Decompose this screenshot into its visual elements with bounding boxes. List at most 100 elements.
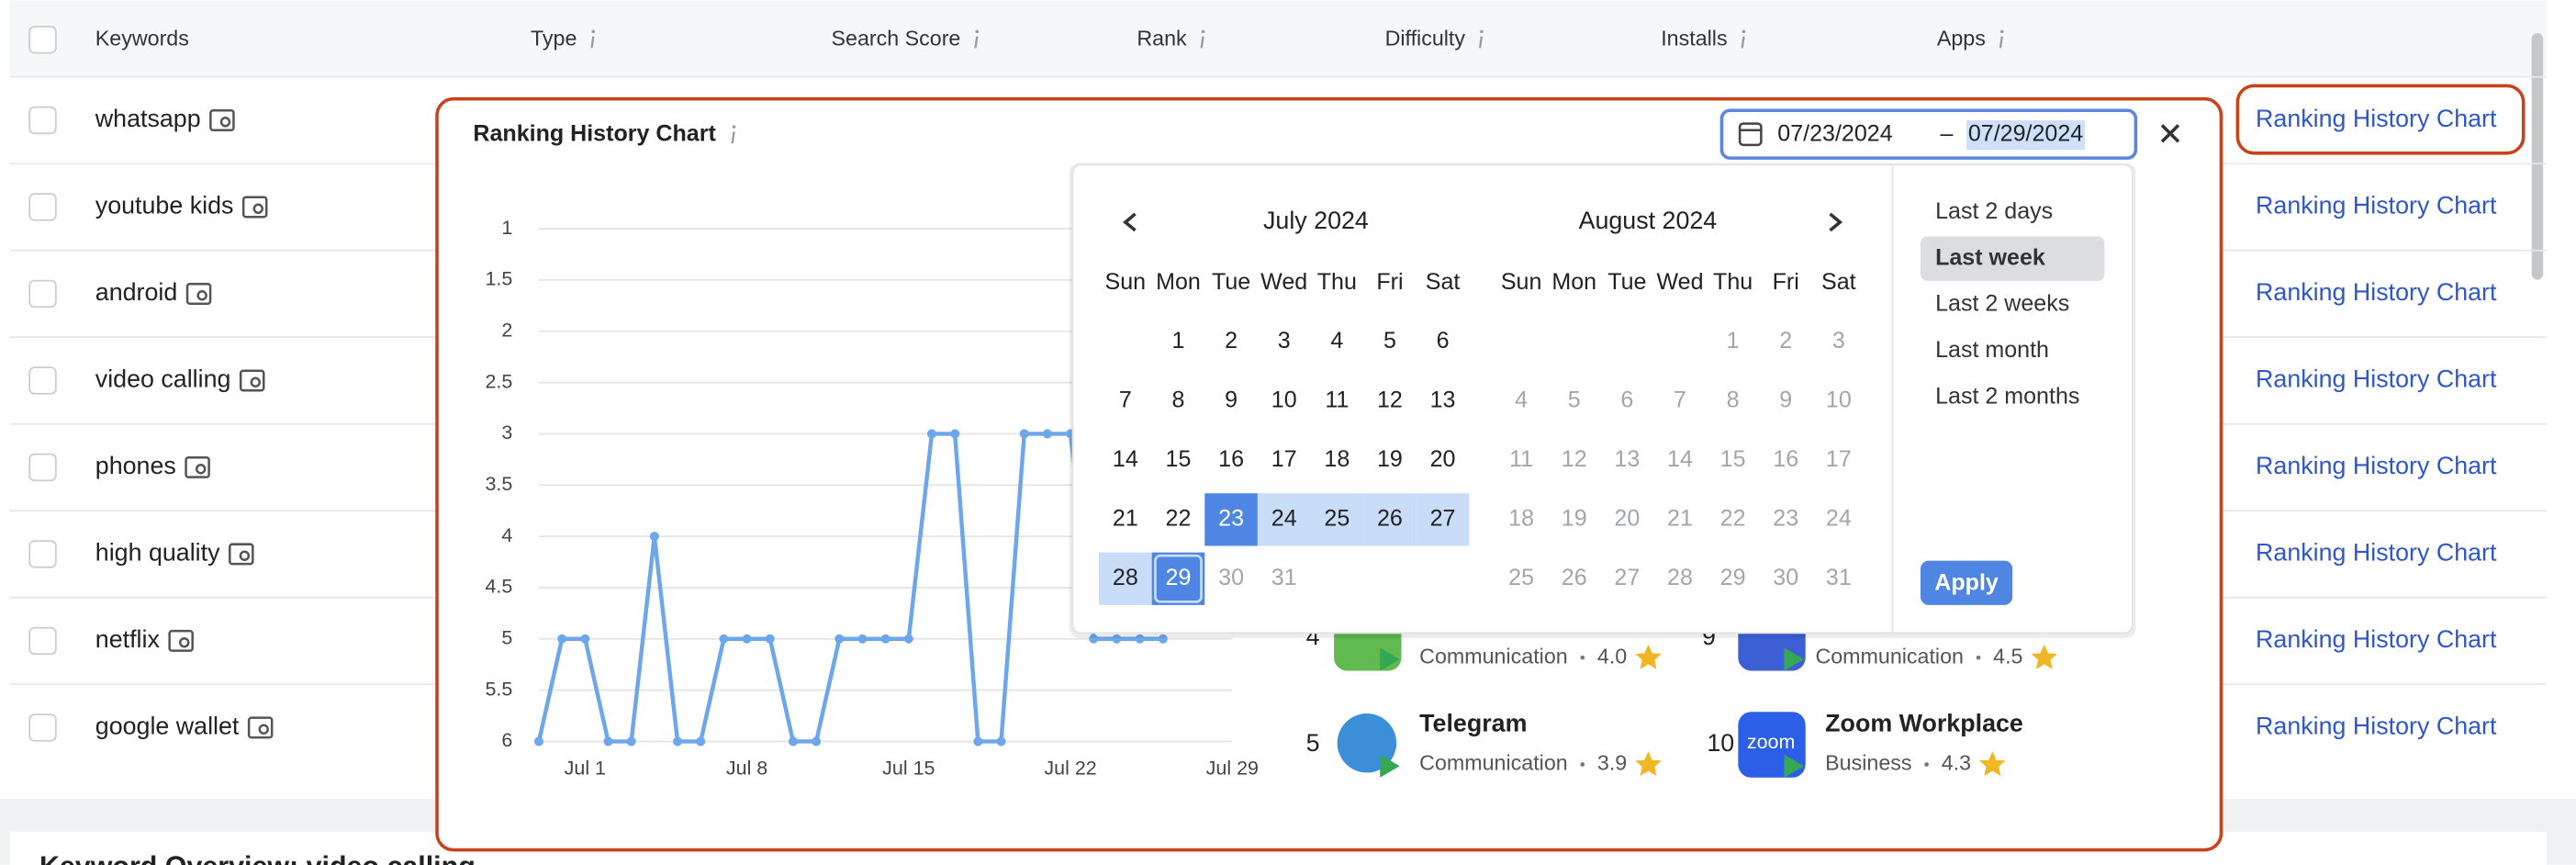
calendar-day[interactable]: 15 <box>1720 446 1746 472</box>
calendar-day[interactable]: 2 <box>1779 328 1792 354</box>
next-month[interactable] <box>1829 212 1843 232</box>
calendar-day[interactable]: 5 <box>1568 388 1581 413</box>
active-preset-bg <box>1920 236 2105 281</box>
calendar-day[interactable]: 10 <box>1271 388 1297 413</box>
calendar-day[interactable]: 3 <box>1278 328 1291 354</box>
prev-month[interactable] <box>1123 212 1137 232</box>
calendar-day[interactable]: 25 <box>1324 505 1350 531</box>
calendar-day[interactable]: 11 <box>1325 388 1349 413</box>
range-bg <box>1204 493 1258 546</box>
calendar-day[interactable]: 4 <box>1515 388 1528 413</box>
calendar-day[interactable]: 10 <box>1826 388 1852 413</box>
calendar-day[interactable]: 11 <box>1509 446 1533 472</box>
calendar-day[interactable]: 29 <box>1720 565 1746 590</box>
calendar-day[interactable]: 17 <box>1271 446 1297 472</box>
calendar-day[interactable]: 21 <box>1667 505 1693 531</box>
calendar-day[interactable]: 31 <box>1826 565 1852 590</box>
app-rating: 4.0 <box>1597 644 1627 668</box>
calendar-day[interactable]: 27 <box>1614 565 1640 590</box>
calendar-day[interactable]: 29 <box>1166 565 1192 590</box>
ranking-history-link[interactable]: Ranking History Chart <box>2256 712 2497 739</box>
calendar-day[interactable]: 2 <box>1225 328 1238 354</box>
calendar-day[interactable]: 9 <box>1225 388 1238 413</box>
ranking-history-link[interactable]: Ranking History Chart <box>2256 192 2497 219</box>
calendar-day[interactable]: 14 <box>1667 446 1693 472</box>
calendar-day[interactable]: 23 <box>1773 505 1798 531</box>
calendar-day[interactable]: 22 <box>1720 505 1746 531</box>
info-dot <box>1742 29 1746 34</box>
calendar-day[interactable]: 23 <box>1218 505 1244 531</box>
calendar-day[interactable]: 4 <box>1330 328 1343 354</box>
checkbox[interactable] <box>28 193 57 221</box>
calendar-day[interactable]: 20 <box>1430 446 1456 472</box>
calendar-day[interactable]: 16 <box>1218 446 1244 472</box>
info-stem <box>1999 36 2003 49</box>
calendar-day[interactable]: 30 <box>1773 565 1798 590</box>
calendar-day[interactable]: 12 <box>1562 446 1587 472</box>
preset[interactable]: Last 2 weeks <box>1935 291 2069 317</box>
calendar-day[interactable]: 6 <box>1437 328 1450 354</box>
ranking-history-link[interactable]: Ranking History Chart <box>2256 105 2497 132</box>
calendar-day[interactable]: 7 <box>1119 388 1132 413</box>
calendar-day[interactable]: 18 <box>1324 446 1350 472</box>
date-end: 07/29/2024 <box>1968 121 2083 147</box>
checkbox[interactable] <box>28 26 57 54</box>
apply-button[interactable] <box>1920 560 2013 605</box>
checkbox[interactable] <box>28 279 57 309</box>
calendar-day[interactable]: 14 <box>1113 446 1138 472</box>
preset[interactable]: Last 2 months <box>1935 384 2079 410</box>
calendar-day[interactable]: 19 <box>1562 505 1587 531</box>
close-button[interactable] <box>2160 124 2180 143</box>
y-tick-label: 1 <box>501 217 512 239</box>
calendar-day[interactable]: 28 <box>1113 565 1138 590</box>
ranking-history-link[interactable]: Ranking History Chart <box>2256 452 2497 479</box>
calendar-day[interactable]: 1 <box>1171 328 1184 354</box>
calendar-day[interactable]: 8 <box>1727 388 1740 413</box>
preset[interactable]: Last 2 days <box>1935 198 2053 224</box>
calendar-day[interactable]: 18 <box>1508 505 1534 531</box>
checkbox[interactable] <box>28 713 57 742</box>
calendar-day[interactable]: 26 <box>1377 505 1403 531</box>
checkbox[interactable] <box>28 366 57 395</box>
calendar-day[interactable]: 26 <box>1562 565 1587 590</box>
calendar-day[interactable]: 5 <box>1383 328 1396 354</box>
keyword-icon <box>239 369 265 392</box>
calendar-day[interactable]: 22 <box>1166 505 1192 531</box>
checkbox[interactable] <box>28 540 57 568</box>
calendar-day[interactable]: 9 <box>1779 388 1792 413</box>
ranking-history-link[interactable]: Ranking History Chart <box>2256 539 2497 567</box>
calendar-day[interactable]: 3 <box>1832 328 1845 354</box>
calendar-day[interactable]: 13 <box>1614 446 1640 472</box>
checkbox[interactable] <box>28 626 57 656</box>
calendar-day[interactable]: 24 <box>1826 505 1852 531</box>
calendar-day[interactable]: 16 <box>1773 446 1798 472</box>
calendar-day[interactable]: 31 <box>1271 565 1297 590</box>
ranking-history-link[interactable]: Ranking History Chart <box>2256 278 2497 306</box>
calendar-day[interactable]: 8 <box>1171 388 1184 413</box>
calendar-day[interactable]: 15 <box>1166 446 1192 472</box>
calendar-day[interactable]: 1 <box>1727 328 1740 354</box>
calendar-day[interactable]: 27 <box>1430 505 1456 531</box>
checkbox[interactable] <box>28 453 57 482</box>
calendar-day[interactable]: 13 <box>1430 388 1456 413</box>
calendar-day[interactable]: 30 <box>1218 565 1244 590</box>
calendar-day[interactable]: 6 <box>1620 388 1633 413</box>
y-tick-label: 2.5 <box>485 370 512 392</box>
calendar-day[interactable]: 12 <box>1377 388 1403 413</box>
ranking-history-link[interactable]: Ranking History Chart <box>2256 625 2497 653</box>
calendar-day[interactable]: 7 <box>1674 388 1686 413</box>
preset[interactable]: Last week <box>1935 244 2045 270</box>
preset[interactable]: Last month <box>1935 337 2049 363</box>
calendar-day[interactable]: 24 <box>1271 505 1297 531</box>
calendar-day[interactable]: 21 <box>1113 505 1138 531</box>
calendar-day[interactable]: 17 <box>1826 446 1852 472</box>
checkbox[interactable] <box>28 106 57 135</box>
ranking-history-link[interactable]: Ranking History Chart <box>2256 365 2497 393</box>
calendar-day[interactable]: 20 <box>1614 505 1640 531</box>
rank-point <box>1135 634 1145 644</box>
calendar-day[interactable]: 28 <box>1667 565 1693 590</box>
y-tick-label: 1.5 <box>485 268 512 290</box>
calendar-day[interactable]: 19 <box>1377 446 1403 472</box>
calendar-day[interactable]: 25 <box>1508 565 1534 590</box>
app-rating: 4.3 <box>1942 751 1971 775</box>
